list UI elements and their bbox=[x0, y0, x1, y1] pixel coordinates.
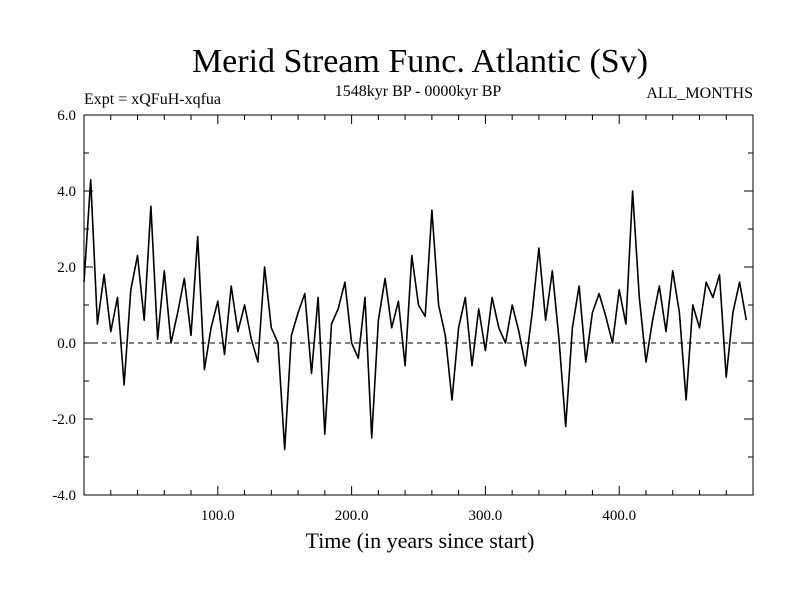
subtitle-experiment: Expt = xQFuH-xqfua bbox=[84, 91, 221, 108]
y-tick-label: 6.0 bbox=[57, 108, 76, 124]
y-tick-label: 4.0 bbox=[57, 184, 76, 200]
y-tick-label: 0.0 bbox=[57, 336, 76, 352]
chart-title: Merid Stream Func. Atlantic (Sv) bbox=[192, 43, 648, 80]
tick-layer bbox=[84, 114, 753, 496]
y-tick-label: 2.0 bbox=[57, 260, 76, 276]
x-tick-labels: 100.0 200.0 300.0 400.0 bbox=[201, 508, 636, 524]
series-layer bbox=[83, 178, 748, 451]
x-axis-title: Time (in years since start) bbox=[306, 528, 535, 553]
y-tick-labels: -4.0 -2.0 0.0 2.0 4.0 6.0 bbox=[52, 108, 76, 504]
x-tick-label: 300.0 bbox=[469, 508, 503, 524]
x-tick-label: 100.0 bbox=[201, 508, 235, 524]
subtitle-months: ALL_MONTHS bbox=[646, 85, 753, 102]
y-tick-label: -4.0 bbox=[52, 488, 76, 504]
subtitle-period: 1548kyr BP - 0000kyr BP bbox=[335, 83, 502, 100]
x-tick-label: 400.0 bbox=[602, 508, 636, 524]
x-tick-label: 200.0 bbox=[335, 508, 369, 524]
y-tick-label: -2.0 bbox=[52, 412, 76, 428]
series-line-0 bbox=[83, 178, 748, 451]
